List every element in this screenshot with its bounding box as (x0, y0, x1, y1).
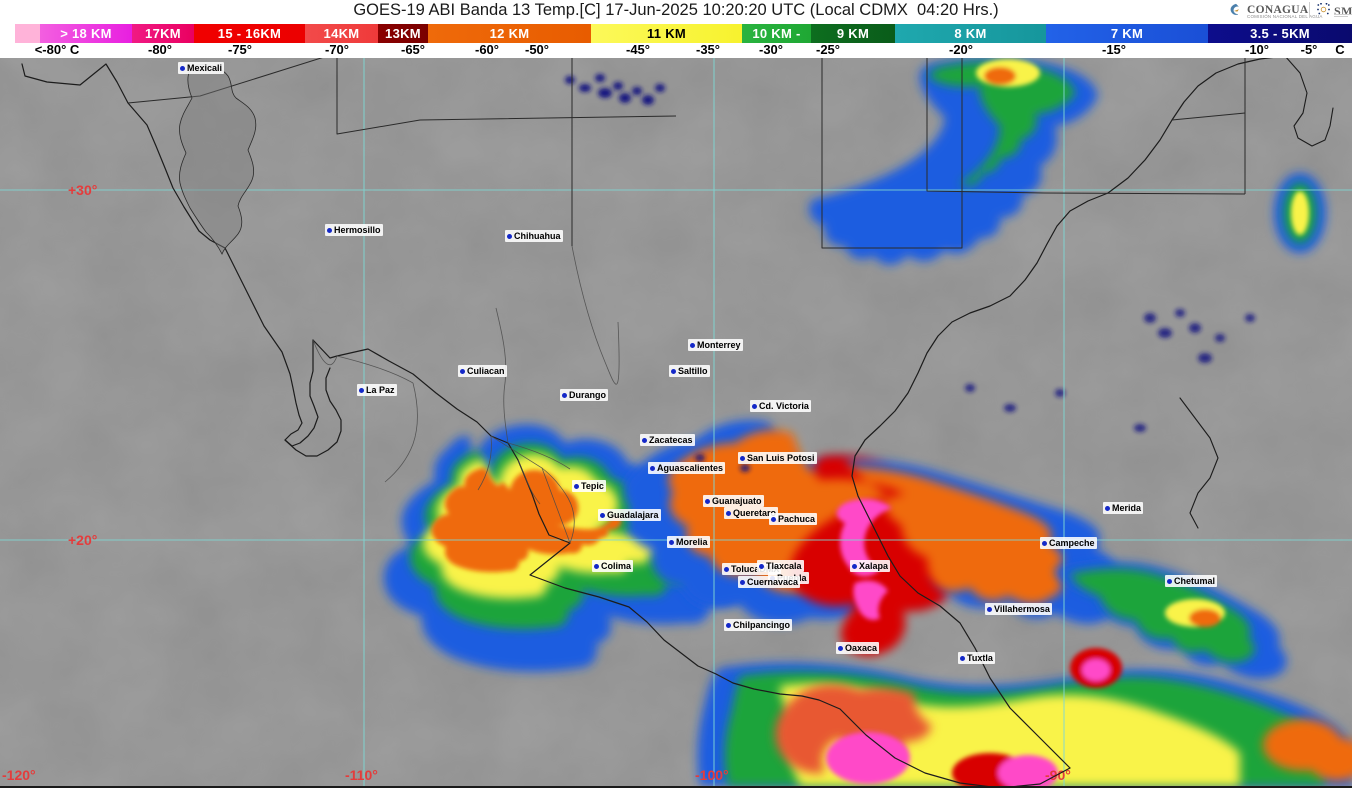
svg-text:+30°: +30° (68, 182, 97, 198)
svg-text:-100°: -100° (695, 767, 729, 783)
svg-text:-110°: -110° (345, 767, 378, 783)
svg-text:+20°: +20° (68, 532, 97, 548)
svg-text:-120°: -120° (2, 767, 36, 783)
